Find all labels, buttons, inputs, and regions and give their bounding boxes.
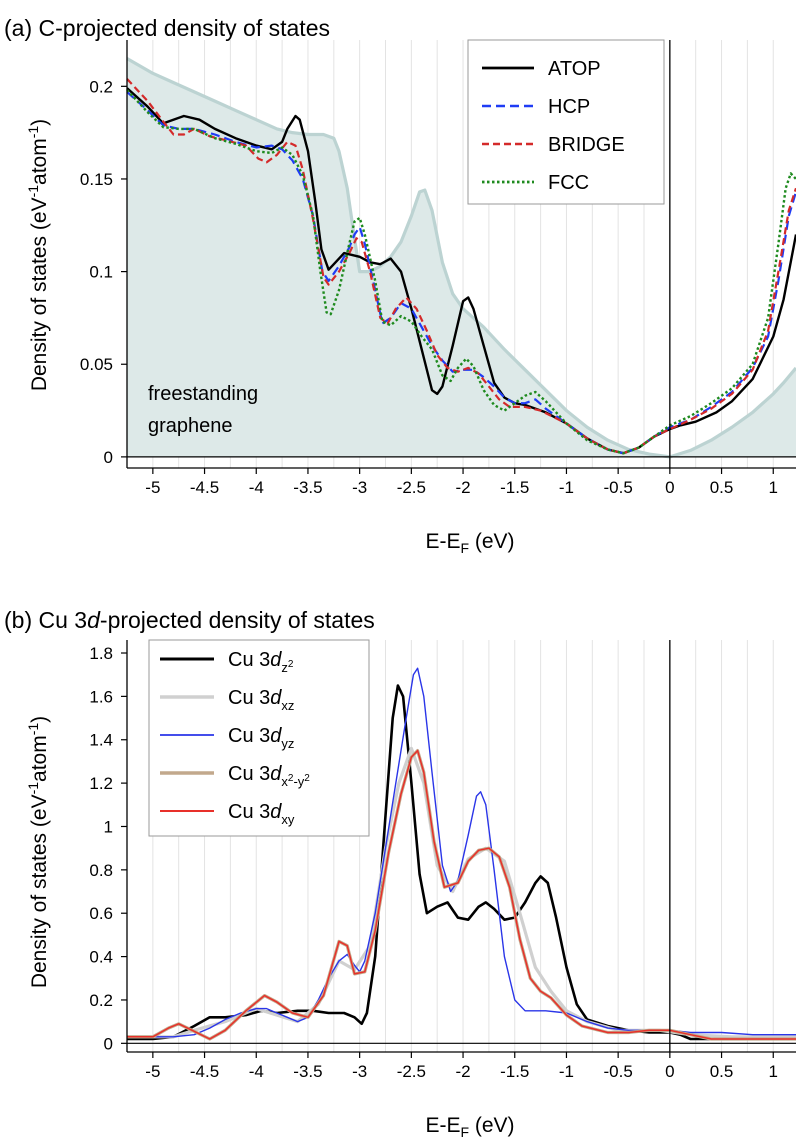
a-x-tick-label: -0.5 <box>604 478 633 497</box>
b-x-tick-label: -1 <box>559 1062 574 1081</box>
panel-a-tick-labels: -5 -4.5 -4 -3.5 -3 -2.5 -2 -1.5 -1 -0.5 0 0.5 1 0 0.05… <box>80 77 778 497</box>
b-x-tick-label: -0.5 <box>604 1062 633 1081</box>
a-x-tick-label: 0.5 <box>710 478 734 497</box>
panel-b-y-axis-label: Density of states (eV-1atom-1) <box>25 716 51 988</box>
b-x-tick-label: -1.5 <box>500 1062 529 1081</box>
b-x-tick-label: -4.5 <box>190 1062 219 1081</box>
a-x-tick-label: -4.5 <box>190 478 219 497</box>
legend-label-atop: ATOP <box>548 58 601 80</box>
b-series-cu-3dyz <box>127 667 796 1038</box>
b-x-tick-label: 1 <box>769 1062 778 1081</box>
panel-a: (a) C-projected density of states -5 -4.5… <box>4 15 796 556</box>
b-y-tick-label: 1.6 <box>89 687 113 706</box>
a-x-tick-label: 0 <box>665 478 674 497</box>
a-y-tick-label: 0.2 <box>89 77 113 96</box>
panel-a-legend: ATOP HCP BRIDGE FCC <box>467 39 665 205</box>
a-x-tick-label: -5 <box>145 478 160 497</box>
a-x-tick-label: -2 <box>455 478 470 497</box>
panel-a-series <box>126 78 796 455</box>
legend-label-bridge: BRIDGE <box>548 134 625 156</box>
panel-b-legend-box <box>148 639 370 837</box>
a-x-tick-label: -3.5 <box>293 478 322 497</box>
b-x-tick-label: -5 <box>145 1062 160 1081</box>
panel-b-tick-labels: -5 -4.5 -4 -3.5 -3 -2.5 -2 -1.5 -1 -0.5 0 0.5 1 0 0.2 0… <box>89 644 778 1081</box>
panel-b-legend: Cu 3dz2 Cu 3dxz Cu 3dyz Cu 3dx2-y2 Cu 3dxy <box>148 639 370 837</box>
panel-b-title: (b) Cu 3d-projected density of states <box>4 607 375 633</box>
legend-label-fcc: FCC <box>548 172 589 194</box>
panel-a-axes <box>126 40 796 469</box>
b-x-tick-label: -2 <box>455 1062 470 1081</box>
a-x-tick-label: -3 <box>352 478 367 497</box>
a-x-tick-label: -1.5 <box>500 478 529 497</box>
b-x-tick-label: 0.5 <box>710 1062 734 1081</box>
graphene-annotation-line1: freestanding <box>148 383 258 405</box>
graphene-annotation-line2: graphene <box>148 415 233 437</box>
b-x-tick-label: 0 <box>665 1062 674 1081</box>
b-y-tick-label: 1.2 <box>89 774 113 793</box>
legend-label-hcp: HCP <box>548 96 590 118</box>
panel-b-gridlines <box>126 640 774 1052</box>
b-x-tick-label: -3 <box>352 1062 367 1081</box>
a-x-tick-label: -2.5 <box>397 478 426 497</box>
a-x-tick-label: -1 <box>559 478 574 497</box>
panel-a-x-axis-label: E-EF (eV) <box>425 530 514 556</box>
a-x-tick-label: -4 <box>249 478 264 497</box>
a-y-tick-label: 0 <box>104 448 113 467</box>
panel-a-y-axis-label: Density of states (eV-1atom-1) <box>25 119 51 391</box>
panel-b-series <box>127 667 796 1041</box>
b-y-tick-label: 0.2 <box>89 991 113 1010</box>
b-series-cu-3dxy <box>127 749 796 1040</box>
legend-label-cu-3dxy: Cu 3dxy <box>228 801 295 827</box>
b-y-tick-label: 0 <box>104 1034 113 1053</box>
panel-b-axes <box>126 640 796 1053</box>
b-x-tick-label: -4 <box>249 1062 264 1081</box>
b-y-tick-label: 0.4 <box>89 948 113 967</box>
legend-label-cu-3dyz: Cu 3dyz <box>228 725 294 751</box>
a-y-tick-label: 0.05 <box>80 355 113 374</box>
panel-b-x-axis-label: E-EF (eV) <box>425 1114 514 1140</box>
a-x-tick-label: 1 <box>769 478 778 497</box>
legend-label-cu-3dxz: Cu 3dxz <box>228 687 294 713</box>
b-y-tick-label: 0.6 <box>89 904 113 923</box>
legend-label-cu-3dx2-y2: Cu 3dx2-y2 <box>228 763 310 789</box>
b-x-tick-label: -2.5 <box>397 1062 426 1081</box>
a-series-fcc <box>126 89 796 455</box>
panel-b: (b) Cu 3d-projected density of states -5… <box>4 607 796 1140</box>
b-y-tick-label: 1 <box>104 817 113 836</box>
graphene-dos-fill <box>127 58 796 457</box>
b-x-tick-label: -3.5 <box>293 1062 322 1081</box>
a-y-tick-label: 0.1 <box>89 263 113 282</box>
legend-label-cu-3dz2: Cu 3dz2 <box>228 649 294 675</box>
b-y-tick-label: 1.4 <box>89 731 113 750</box>
a-y-tick-label: 0.15 <box>80 170 113 189</box>
a-series-bridge <box>126 78 796 455</box>
b-y-tick-label: 0.8 <box>89 861 113 880</box>
panel-a-title: (a) C-projected density of states <box>4 15 330 41</box>
b-y-tick-label: 1.8 <box>89 644 113 663</box>
